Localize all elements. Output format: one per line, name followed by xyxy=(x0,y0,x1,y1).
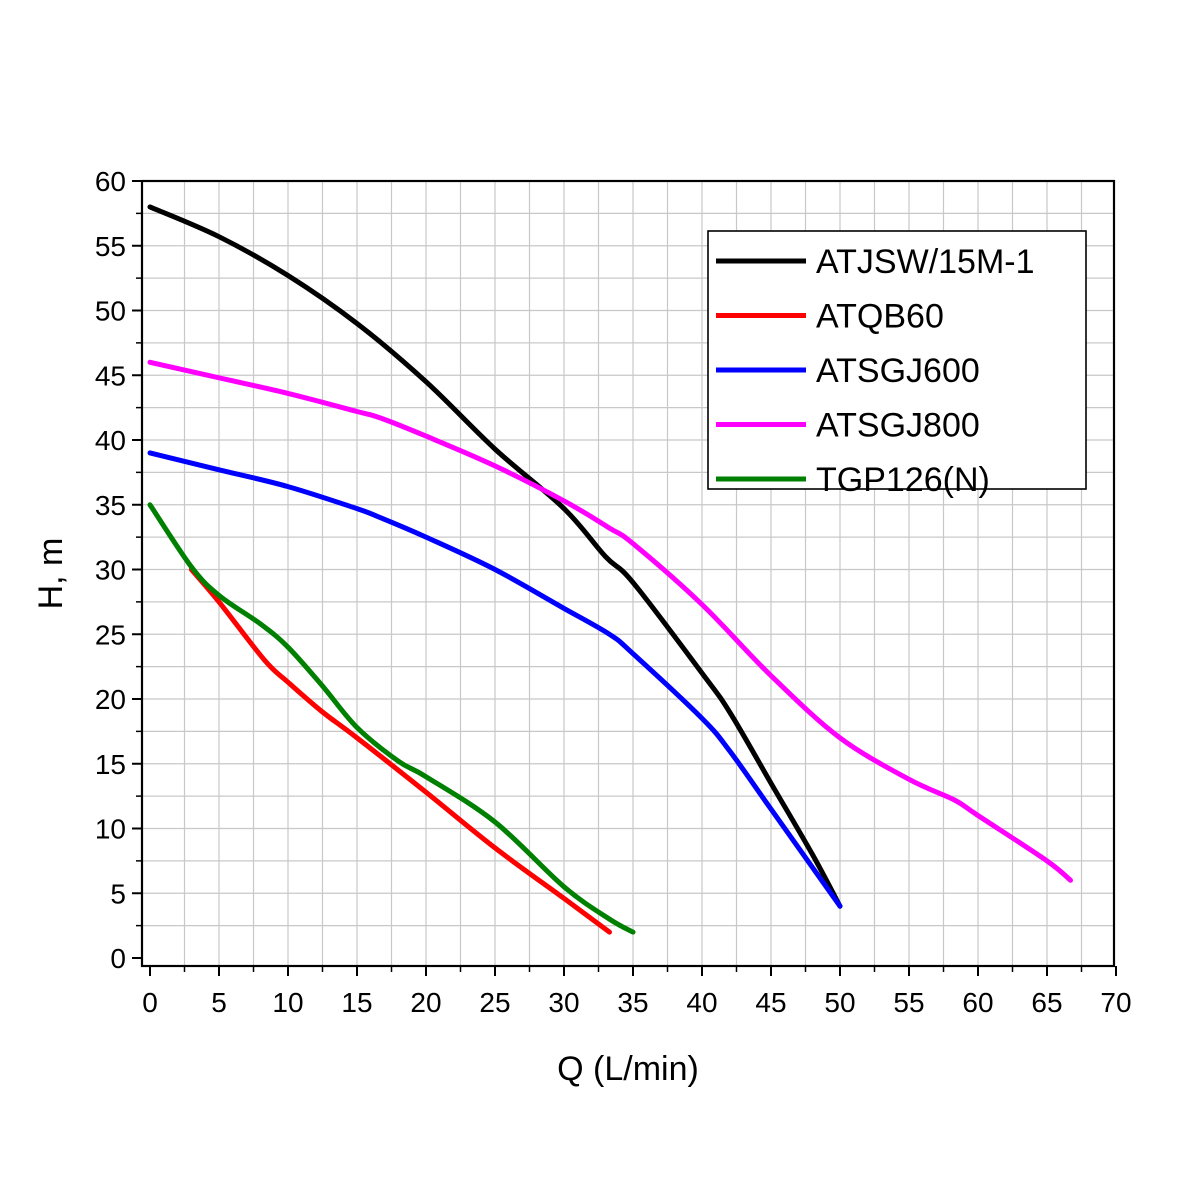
series-lines xyxy=(147,204,1073,935)
series-line-atsgj600 xyxy=(147,450,843,909)
y-tick-label: 0 xyxy=(110,943,126,974)
x-tick-label: 5 xyxy=(211,987,227,1018)
legend-label-atjsw-15m-1: ATJSW/15M-1 xyxy=(816,243,1035,281)
x-tick-label: 65 xyxy=(1031,987,1062,1018)
series-line-atjsw-15m-1 xyxy=(147,204,843,909)
y-tick-label: 35 xyxy=(95,490,126,521)
y-tick-label: 30 xyxy=(95,555,126,586)
y-tick-label: 5 xyxy=(110,878,126,909)
y-axis-title: H, m xyxy=(32,538,70,610)
x-tick-label: 45 xyxy=(755,987,786,1018)
legend-box xyxy=(707,230,1087,490)
legend-label-tgp126-n: TGP126(N) xyxy=(816,461,990,499)
y-tick-label: 45 xyxy=(95,360,126,391)
x-tick-label: 50 xyxy=(824,987,855,1018)
x-tick-label: 15 xyxy=(341,987,372,1018)
x-axis-title: Q (L/min) xyxy=(557,1050,699,1088)
x-tick-label: 25 xyxy=(479,987,510,1018)
series-line-atqb60 xyxy=(188,567,612,935)
y-tick-label: 25 xyxy=(95,619,126,650)
y-tick-label: 40 xyxy=(95,425,126,456)
x-tick-label: 10 xyxy=(272,987,303,1018)
x-tick-label: 35 xyxy=(617,987,648,1018)
x-tick-label: 40 xyxy=(686,987,717,1018)
legend-label-atqb60: ATQB60 xyxy=(816,298,944,336)
x-tick-label: 30 xyxy=(548,987,579,1018)
y-tick-label: 60 xyxy=(95,166,126,197)
legend: ATJSW/15M-1 ATQB60 ATSGJ600 ATSGJ800 TGP126(… xyxy=(707,230,1087,499)
legend-label-atsgj600: ATSGJ600 xyxy=(816,352,980,390)
plot-frame xyxy=(140,179,1116,968)
x-tick-label: 55 xyxy=(893,987,924,1018)
axes: 0 5 10 15 20 25 30 35 40 45 50 55 60 65 70 0 5 10 15 20 25 30… xyxy=(95,166,1132,1018)
series-line-atsgj800 xyxy=(147,359,1073,883)
y-tick-label: 55 xyxy=(95,231,126,262)
x-tick-label: 70 xyxy=(1100,987,1131,1018)
legend-label-atsgj800: ATSGJ800 xyxy=(816,407,980,445)
y-tick-label: 50 xyxy=(95,296,126,327)
x-tick-label: 20 xyxy=(410,987,441,1018)
x-tick-label: 0 xyxy=(142,987,158,1018)
x-tick-label: 60 xyxy=(962,987,993,1018)
y-tick-label: 20 xyxy=(95,684,126,715)
y-tick-label: 10 xyxy=(95,814,126,845)
y-tick-label: 15 xyxy=(95,749,126,780)
series-line-tgp126-n xyxy=(147,502,636,935)
